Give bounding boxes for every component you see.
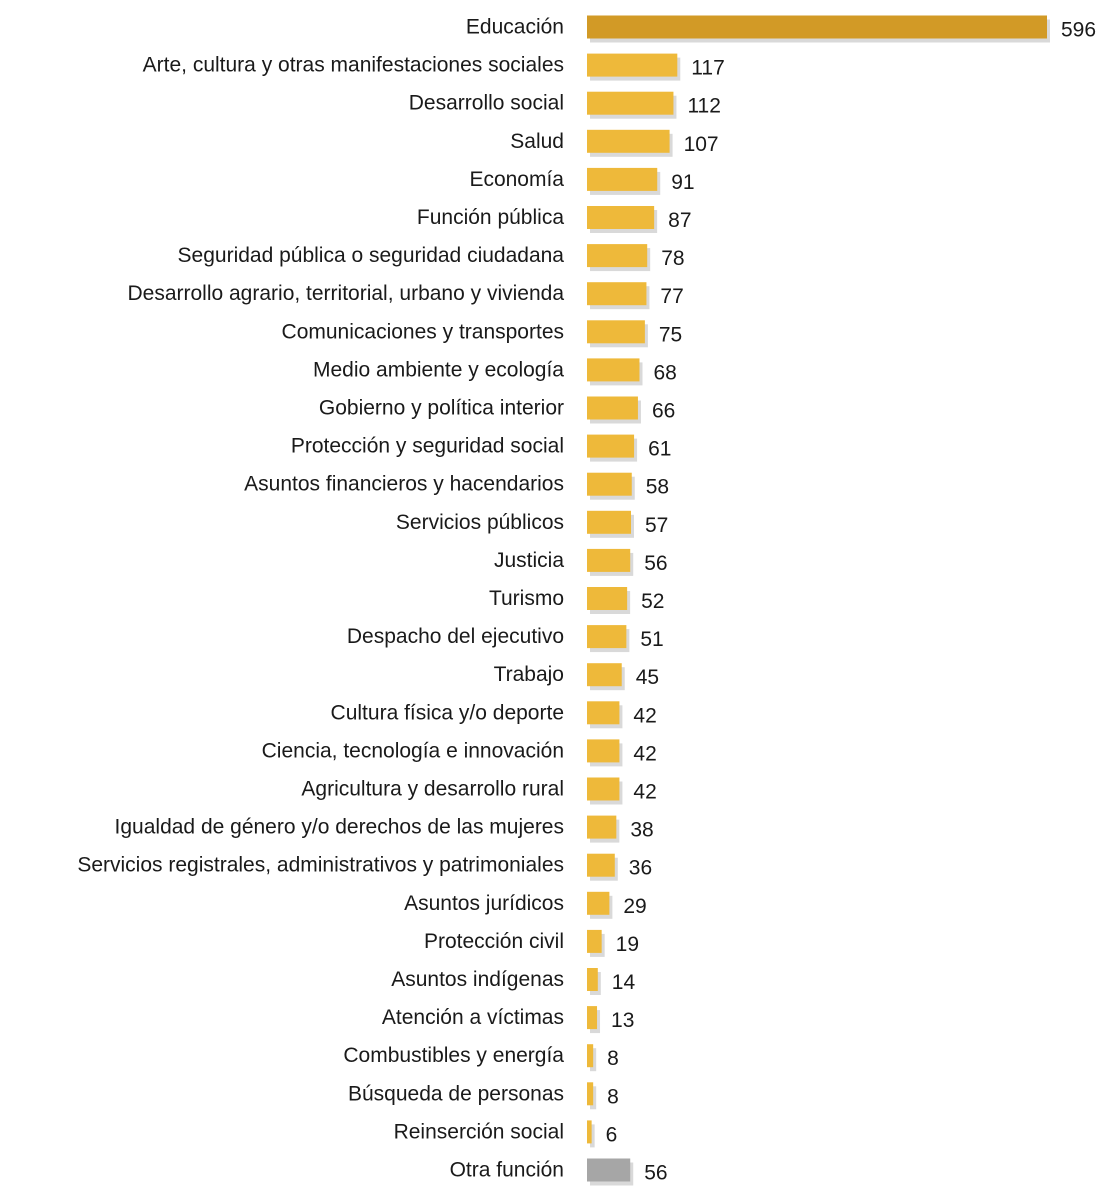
- value-label: 596: [1061, 19, 1096, 42]
- value-label: 42: [633, 781, 656, 804]
- category-label: Turismo: [489, 587, 564, 610]
- value-label: 87: [668, 209, 691, 232]
- value-label: 36: [629, 857, 652, 880]
- value-label: 68: [653, 361, 676, 384]
- category-label: Búsqueda de personas: [348, 1082, 564, 1105]
- value-label: 38: [630, 819, 653, 842]
- bar: [587, 1044, 594, 1068]
- value-label: 58: [646, 476, 669, 499]
- value-label: 78: [661, 247, 684, 270]
- bar: [587, 1006, 598, 1030]
- bar: [587, 472, 632, 496]
- category-label: Comunicaciones y transportes: [282, 320, 564, 343]
- category-label: Reinserción social: [394, 1120, 564, 1143]
- category-label: Asuntos financieros y hacendarios: [244, 473, 564, 496]
- value-label: 77: [660, 285, 683, 308]
- category-label: Agricultura y desarrollo rural: [301, 778, 564, 801]
- category-label: Educación: [466, 16, 564, 39]
- category-label: Cultura física y/o deporte: [331, 701, 564, 724]
- value-label: 8: [607, 1047, 619, 1070]
- bar: [587, 282, 647, 306]
- bar: [587, 929, 602, 953]
- category-label: Gobierno y política interior: [319, 397, 564, 420]
- value-label: 8: [607, 1085, 619, 1108]
- value-label: 57: [645, 514, 668, 537]
- category-label: Medio ambiente y ecología: [313, 358, 564, 381]
- bar: [587, 739, 620, 763]
- bar: [587, 891, 610, 915]
- category-label: Ciencia, tecnología e innovación: [262, 739, 564, 762]
- category-label: Servicios registrales, administrativos y…: [77, 854, 564, 877]
- category-label: Protección civil: [424, 930, 564, 953]
- bar: [587, 396, 638, 420]
- value-label: 51: [640, 628, 663, 651]
- value-label: 13: [611, 1009, 634, 1032]
- category-labels: Educación Arte, cultura y otras manifesta…: [77, 16, 564, 1182]
- value-label: 61: [648, 438, 671, 461]
- bar: [587, 510, 631, 534]
- value-label: 42: [633, 742, 656, 765]
- value-label: 29: [623, 895, 646, 918]
- bar: [587, 968, 598, 991]
- bar: [587, 244, 648, 268]
- bar: [587, 587, 628, 610]
- bar: [587, 625, 627, 649]
- bar: [587, 1082, 594, 1106]
- value-labels: 5961171121079187787775686661585756525145…: [606, 19, 1096, 1185]
- category-label: Seguridad pública o seguridad ciudadana: [178, 244, 565, 267]
- category-label: Servicios públicos: [396, 511, 564, 534]
- category-label: Combustibles y energía: [343, 1044, 564, 1067]
- bar: [587, 663, 622, 687]
- bar: [587, 548, 631, 572]
- category-label: Protección y seguridad social: [291, 435, 564, 458]
- value-label: 66: [652, 400, 675, 423]
- value-label: 56: [644, 552, 667, 575]
- value-label: 42: [633, 704, 656, 727]
- bar: [587, 1158, 631, 1182]
- bar: [587, 777, 620, 801]
- category-label: Trabajo: [494, 663, 564, 686]
- bars-layer: [587, 15, 1050, 1186]
- value-label: 6: [606, 1123, 618, 1146]
- bar: [587, 167, 658, 191]
- category-label: Otra función: [450, 1159, 564, 1182]
- value-label: 112: [687, 95, 720, 118]
- category-label: Economía: [469, 168, 564, 191]
- value-label: 117: [691, 57, 724, 80]
- value-label: 52: [641, 590, 664, 613]
- bar: [587, 206, 655, 229]
- value-label: 45: [636, 666, 659, 689]
- value-label: 107: [684, 133, 719, 156]
- category-label: Arte, cultura y otras manifestaciones so…: [143, 54, 564, 77]
- category-label: Desarrollo social: [409, 92, 564, 115]
- value-label: 14: [612, 971, 636, 994]
- category-label: Despacho del ejecutivo: [347, 625, 564, 648]
- category-label: Desarrollo agrario, territorial, urbano …: [127, 282, 564, 305]
- bar: [587, 129, 670, 153]
- bar: [587, 701, 620, 725]
- value-label: 75: [659, 323, 682, 346]
- bar: [587, 15, 1047, 39]
- category-label: Asuntos indígenas: [391, 968, 564, 991]
- bar: [587, 53, 678, 77]
- category-label: Salud: [510, 130, 564, 153]
- bar: [587, 434, 635, 458]
- category-label: Atención a víctimas: [382, 1006, 564, 1029]
- value-label: 56: [644, 1162, 667, 1185]
- bar: [587, 91, 674, 115]
- category-label: Justicia: [494, 549, 564, 572]
- bar: [587, 358, 640, 382]
- bar: [587, 1120, 592, 1144]
- category-label: Igualdad de género y/o derechos de las m…: [115, 816, 564, 839]
- bar: [587, 815, 617, 839]
- category-label: Asuntos jurídicos: [404, 892, 564, 915]
- category-label: Función pública: [417, 206, 564, 229]
- value-label: 91: [671, 171, 694, 194]
- bar: [587, 853, 615, 877]
- bar: [587, 320, 645, 344]
- bar-shadow: [590, 1124, 595, 1148]
- value-label: 19: [616, 933, 639, 956]
